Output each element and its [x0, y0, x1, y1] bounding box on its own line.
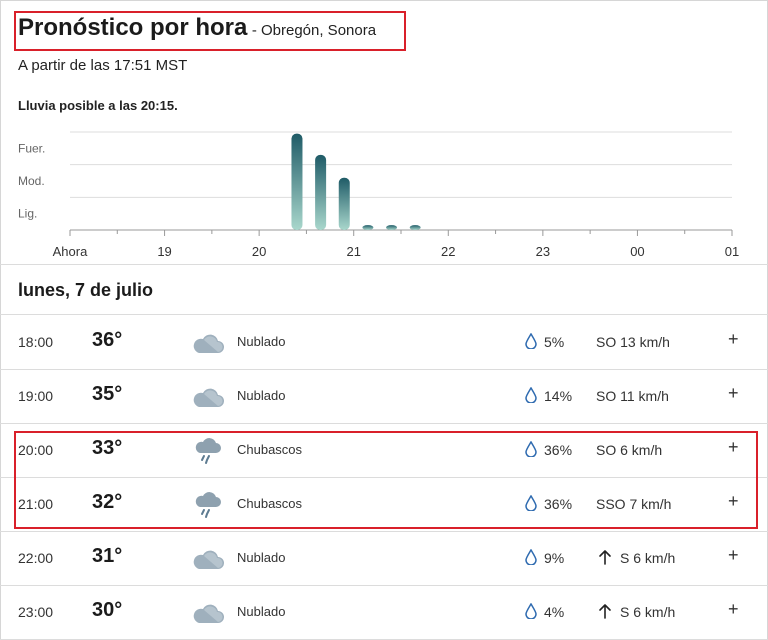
expand-button[interactable]: + [728, 491, 739, 511]
row-temperature: 32° [92, 491, 123, 513]
row-temperature: 33° [92, 437, 123, 459]
precip-chart-svg: Fuer. Mod. Lig. Ahora 19 20 21 22 23 00 01 [18, 131, 739, 259]
chart-x-tick-label: 22 [441, 244, 455, 259]
chart-bar [386, 225, 398, 230]
row-time: 19:00 [18, 388, 54, 404]
row-condition: Chubascos [237, 442, 303, 457]
day-heading: lunes, 7 de julio [18, 280, 154, 300]
page-title: Pronóstico por hora [18, 14, 248, 41]
row-condition: Chubascos [237, 496, 303, 511]
row-time: 18:00 [18, 334, 54, 350]
title-highlight-box [14, 11, 406, 51]
precip-chart: Fuer. Mod. Lig. Ahora 19 20 21 22 23 00 01 [0, 120, 768, 270]
row-condition: Nublado [237, 334, 286, 349]
row-precip-chance: 36% [544, 442, 573, 458]
showers-icon [191, 491, 225, 519]
row-temperature: 36° [92, 329, 123, 351]
row-wind: S 6 km/h [620, 604, 676, 620]
row-condition: Nublado [237, 604, 286, 619]
chart-bar [291, 133, 303, 230]
row-precip-chance: 9% [544, 550, 565, 566]
chart-bar [362, 225, 374, 230]
expand-button[interactable]: + [728, 329, 739, 349]
wind-arrow-icon [598, 603, 612, 619]
chart-bar [338, 177, 350, 230]
row-time: 20:00 [18, 442, 54, 458]
hourly-row[interactable]: 20:00 33° Chubascos 36% SO 6 km/h + [0, 423, 768, 477]
chart-bar [409, 225, 421, 230]
row-wind: SO 6 km/h [596, 442, 663, 458]
row-temperature: 30° [92, 599, 123, 621]
row-divider [0, 423, 768, 424]
hourly-row[interactable]: 21:00 32° Chubascos 36% SSO 7 km/h + [0, 477, 768, 531]
chart-y-label: Mod. [18, 174, 45, 188]
row-temperature: 31° [92, 545, 123, 567]
chart-x-tick-label: Ahora [53, 244, 88, 259]
showers-icon [191, 437, 225, 465]
row-temperature: 35° [92, 383, 123, 405]
cloudy-icon [191, 383, 225, 411]
row-wind: SO 13 km/h [596, 334, 670, 350]
row-wind: S 6 km/h [620, 550, 676, 566]
chart-x-tick-label: 23 [536, 244, 550, 259]
hourly-row[interactable]: 18:00 36° Nublado 5% SO 13 km/h + [0, 315, 768, 369]
row-divider [0, 477, 768, 478]
row-time: 23:00 [18, 604, 54, 620]
rain-note: Lluvia posible a las 20:15. [18, 98, 178, 113]
location-label: - Obregón, Sonora [251, 22, 377, 39]
row-divider [0, 585, 768, 586]
raindrop-icon [525, 386, 537, 404]
row-precip-chance: 4% [544, 604, 565, 620]
wind-arrow-icon [598, 549, 612, 565]
divider [0, 264, 768, 265]
cloudy-icon [191, 329, 225, 357]
raindrop-icon [525, 548, 537, 566]
expand-button[interactable]: + [728, 437, 739, 457]
cloudy-icon [191, 545, 225, 573]
raindrop-icon [525, 494, 537, 512]
cloudy-icon [191, 599, 225, 627]
row-condition: Nublado [237, 388, 286, 403]
chart-x-tick-label: 20 [252, 244, 266, 259]
row-wind: SSO 7 km/h [596, 496, 672, 512]
page-header: Pronóstico por hora - Obregón, Sonora [18, 14, 376, 42]
raindrop-icon [525, 602, 537, 620]
chart-bar [315, 154, 327, 230]
row-divider [0, 369, 768, 370]
row-time: 21:00 [18, 496, 54, 512]
divider [0, 314, 768, 315]
chart-x-tick-label: 19 [157, 244, 171, 259]
hourly-row[interactable]: 19:00 35° Nublado 14% SO 11 km/h + [0, 369, 768, 423]
expand-button[interactable]: + [728, 383, 739, 403]
chart-x-tick-label: 21 [346, 244, 360, 259]
chart-x-tick-label: 01 [725, 244, 739, 259]
hourly-row[interactable]: 22:00 31° Nublado 9% S 6 km/h + [0, 531, 768, 585]
row-divider [0, 531, 768, 532]
row-precip-chance: 5% [544, 334, 565, 350]
row-time: 22:00 [18, 550, 54, 566]
expand-button[interactable]: + [728, 545, 739, 565]
row-condition: Nublado [237, 550, 286, 565]
chart-y-label: Fuer. [18, 141, 45, 155]
raindrop-icon [525, 440, 537, 458]
update-time: A partir de las 17:51 MST [18, 57, 188, 74]
row-wind: SO 11 km/h [596, 388, 669, 404]
row-precip-chance: 14% [544, 388, 573, 404]
hourly-row[interactable]: 23:00 30° Nublado 4% S 6 km/h + [0, 585, 768, 639]
row-precip-chance: 36% [544, 496, 573, 512]
chart-y-label: Lig. [18, 207, 37, 221]
raindrop-icon [525, 332, 537, 350]
expand-button[interactable]: + [728, 599, 739, 619]
chart-x-tick-label: 00 [630, 244, 644, 259]
